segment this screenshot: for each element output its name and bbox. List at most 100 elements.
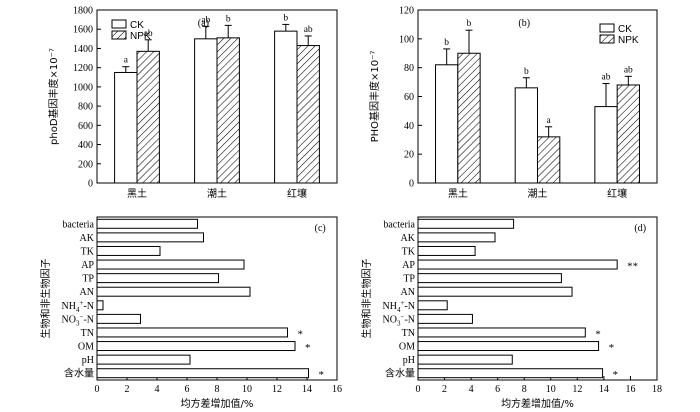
importance-bar [96, 286, 251, 297]
importance-bar [96, 313, 141, 324]
y-tick-label: 1200 [73, 63, 93, 74]
panel-label: (b) [518, 18, 530, 29]
bar-npk [296, 45, 320, 184]
legend-swatch [111, 19, 127, 29]
y-axis-label: 生物和非生物因子 [360, 259, 373, 339]
x-category-label: 潮土 [528, 187, 548, 200]
significance-label: a [547, 116, 552, 126]
y-category-label: NH4+-N [62, 299, 94, 314]
legend-label: CK [618, 24, 632, 35]
bar-npk [136, 50, 160, 184]
y-category-label: OM [78, 342, 94, 353]
x-tick-label: 16 [332, 384, 342, 395]
x-tick-label: 12 [572, 384, 582, 395]
y-category-label: bacteria [383, 219, 415, 230]
x-tick-label: 14 [302, 384, 312, 395]
importance-bar [96, 245, 161, 256]
y-category-label: TK [402, 246, 416, 257]
significance-label: b [444, 38, 449, 48]
x-tick-label: 8 [215, 384, 220, 395]
bar-npk [457, 52, 481, 184]
significance-mark: * [613, 369, 619, 381]
bar-npk [537, 136, 561, 184]
x-tick-label: 2 [442, 384, 447, 395]
y-category-label: 含水量 [385, 367, 415, 380]
y-tick-label: 120 [399, 6, 414, 17]
y-category-label: AN [401, 287, 415, 298]
y-tick-label: 600 [78, 121, 93, 132]
y-category-label: AP [81, 260, 94, 271]
panel-label: (a) [198, 18, 209, 29]
importance-bar [417, 218, 515, 229]
x-tick-label: 8 [522, 384, 527, 395]
x-category-label: 红壤 [607, 187, 627, 200]
significance-mark: ** [627, 261, 638, 273]
significance-label: ab [624, 65, 633, 75]
y-axis-label: phoD基因丰度×10⁻⁷ [47, 48, 60, 145]
y-category-label: TK [81, 246, 95, 257]
y-category-label: 含水量 [64, 367, 94, 380]
significance-mark: * [319, 369, 325, 381]
legend-label: NPK [618, 35, 639, 46]
importance-bar [417, 341, 600, 352]
significance-label: a [124, 56, 129, 66]
importance-bar [417, 300, 448, 311]
y-tick-label: 0 [88, 179, 93, 190]
significance-label: b [467, 19, 472, 29]
importance-bar [417, 273, 562, 284]
legend-swatch [599, 34, 615, 44]
chart-a: 0 200 400 600 800 1000 1200 1400 1600 1800 黑土 a ab 潮土… [47, 6, 338, 200]
bar-npk [216, 37, 240, 184]
panel-label: (d) [634, 223, 646, 234]
y-axis-label: 生物和非生物因子 [39, 259, 52, 339]
legend-swatch [599, 23, 615, 33]
y-tick-label: 20 [404, 150, 414, 161]
x-axis-label: 均方差增加值/% [501, 397, 574, 410]
legend-swatch [111, 30, 127, 40]
chart-c: 0 2 4 6 8 10 12 14 16 bacteria AK TK AP TP ANNH4+-NNO3… [39, 216, 342, 410]
importance-bar [417, 259, 618, 270]
y-tick-label: 1600 [73, 25, 93, 36]
importance-bar [96, 259, 245, 270]
significance-mark: * [298, 328, 304, 340]
x-category-label: 黑土 [127, 187, 147, 200]
importance-bar [417, 327, 586, 338]
significance-mark: * [595, 328, 601, 340]
x-tick-label: 2 [125, 384, 130, 395]
y-tick-label: 1800 [73, 6, 93, 17]
plot-frame [417, 216, 658, 381]
y-tick-label: 40 [404, 121, 414, 132]
y-category-label: AN [80, 287, 94, 298]
significance-mark: * [305, 342, 311, 354]
x-tick-label: 14 [599, 384, 609, 395]
y-tick-label: 100 [399, 34, 414, 45]
y-category-label: OM [399, 342, 415, 353]
panel-label: (c) [315, 223, 326, 234]
x-category-label: 红壤 [287, 187, 307, 200]
x-tick-label: 18 [652, 384, 662, 395]
importance-bar [96, 232, 204, 243]
y-category-label: NO3−-N [62, 312, 94, 327]
bar-npk [616, 84, 640, 184]
significance-label: ab [201, 15, 210, 25]
y-category-label: TN [402, 328, 415, 339]
significance-label: b [524, 67, 529, 77]
importance-bar [417, 232, 496, 243]
y-category-label: NO3−-N [383, 312, 415, 327]
y-category-label: pH [403, 355, 415, 366]
x-tick-label: 0 [416, 384, 421, 395]
x-category-label: 黑土 [448, 187, 468, 200]
y-category-label: AP [402, 260, 415, 271]
significance-label: ab [304, 25, 313, 35]
y-category-label: AK [80, 233, 95, 244]
y-category-label: NH4+-N [383, 299, 415, 314]
significance-label: b [283, 13, 288, 23]
y-tick-label: 400 [78, 140, 93, 151]
x-tick-label: 4 [155, 384, 160, 395]
y-category-label: TP [403, 274, 415, 285]
importance-bar [96, 327, 288, 338]
x-tick-label: 12 [272, 384, 282, 395]
bar-ck [435, 64, 459, 184]
importance-bar [96, 300, 104, 311]
